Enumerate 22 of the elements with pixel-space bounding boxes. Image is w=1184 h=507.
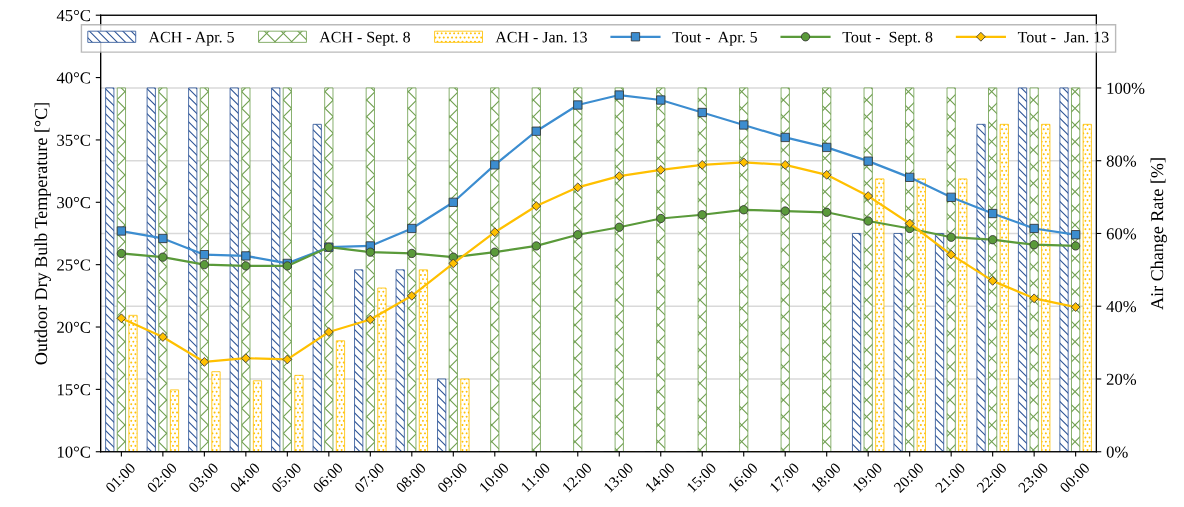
y2-tick-label: 60% [1106,228,1137,240]
legend-label: Tout - Jan. 13 [1017,31,1109,43]
y-tick-label: 45°C [56,9,90,22]
y2-tick-label: 20% [1106,373,1137,385]
y2-tick-label: 100% [1107,82,1145,94]
y-tick-label: 25°C [57,259,90,271]
legend-label: Tout - Sept. 8 [842,31,933,46]
y-tick-label: 40°C [56,72,90,84]
y-tick-label: 20°C [57,321,90,333]
y-tick-label: 35°C [57,134,90,146]
legend-label: ACH - Sept. 8 [319,31,411,46]
y2-tick-label: 40% [1106,300,1137,313]
legend-label: ACH - Apr. 5 [148,31,234,46]
legend-label: ACH - Jan. 13 [495,31,587,43]
y-tick-label: 30°C [57,196,90,209]
legend-label: Tout - Apr. 5 [672,31,757,46]
y-axis-title: Outdoor Dry Bulb Temperature [°C] [34,103,51,365]
y2-tick-label: 0% [1106,446,1128,458]
y-tick-label: 10°C [57,446,90,458]
y2-tick-label: 80% [1106,155,1137,167]
y-tick-label: 15°C [57,384,90,396]
y2-axis-title: Air Change Rate [%] [1150,158,1167,310]
